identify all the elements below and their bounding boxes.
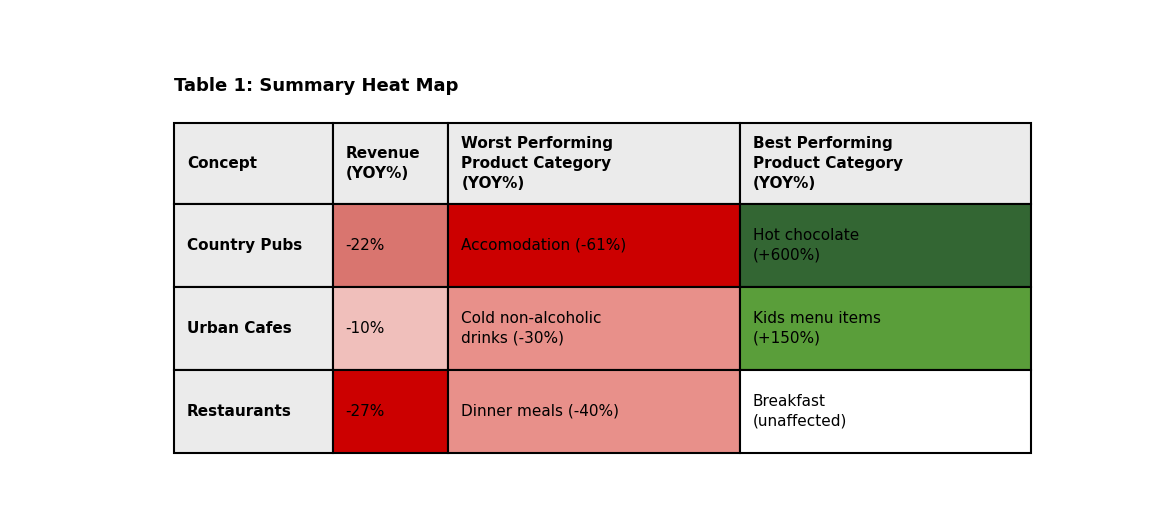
Text: -10%: -10% [346,321,385,336]
FancyBboxPatch shape [448,370,740,453]
Text: Restaurants: Restaurants [187,404,292,419]
Text: Revenue
(YOY%): Revenue (YOY%) [346,146,420,181]
Text: Kids menu items
(+150%): Kids menu items (+150%) [753,311,881,346]
Text: Country Pubs: Country Pubs [187,238,302,253]
FancyBboxPatch shape [174,287,333,370]
Text: Concept: Concept [187,156,258,171]
FancyBboxPatch shape [174,370,333,453]
Text: Worst Performing
Product Category
(YOY%): Worst Performing Product Category (YOY%) [461,136,613,191]
Text: Accomodation (-61%): Accomodation (-61%) [461,238,627,253]
FancyBboxPatch shape [174,123,333,204]
Text: Cold non-alcoholic
drinks (-30%): Cold non-alcoholic drinks (-30%) [461,311,602,346]
FancyBboxPatch shape [740,204,1031,287]
Text: Hot chocolate
(+600%): Hot chocolate (+600%) [753,228,858,263]
FancyBboxPatch shape [448,123,740,204]
Text: Urban Cafes: Urban Cafes [187,321,292,336]
FancyBboxPatch shape [333,204,448,287]
Text: Table 1: Summary Heat Map: Table 1: Summary Heat Map [174,77,459,95]
FancyBboxPatch shape [333,370,448,453]
FancyBboxPatch shape [333,287,448,370]
FancyBboxPatch shape [448,204,740,287]
FancyBboxPatch shape [448,287,740,370]
Text: Best Performing
Product Category
(YOY%): Best Performing Product Category (YOY%) [753,136,903,191]
FancyBboxPatch shape [740,123,1031,204]
Text: -22%: -22% [346,238,385,253]
Text: Dinner meals (-40%): Dinner meals (-40%) [461,404,620,419]
FancyBboxPatch shape [740,287,1031,370]
FancyBboxPatch shape [740,370,1031,453]
Text: Breakfast
(unaffected): Breakfast (unaffected) [753,394,847,429]
Text: -27%: -27% [346,404,385,419]
FancyBboxPatch shape [333,123,448,204]
FancyBboxPatch shape [174,204,333,287]
